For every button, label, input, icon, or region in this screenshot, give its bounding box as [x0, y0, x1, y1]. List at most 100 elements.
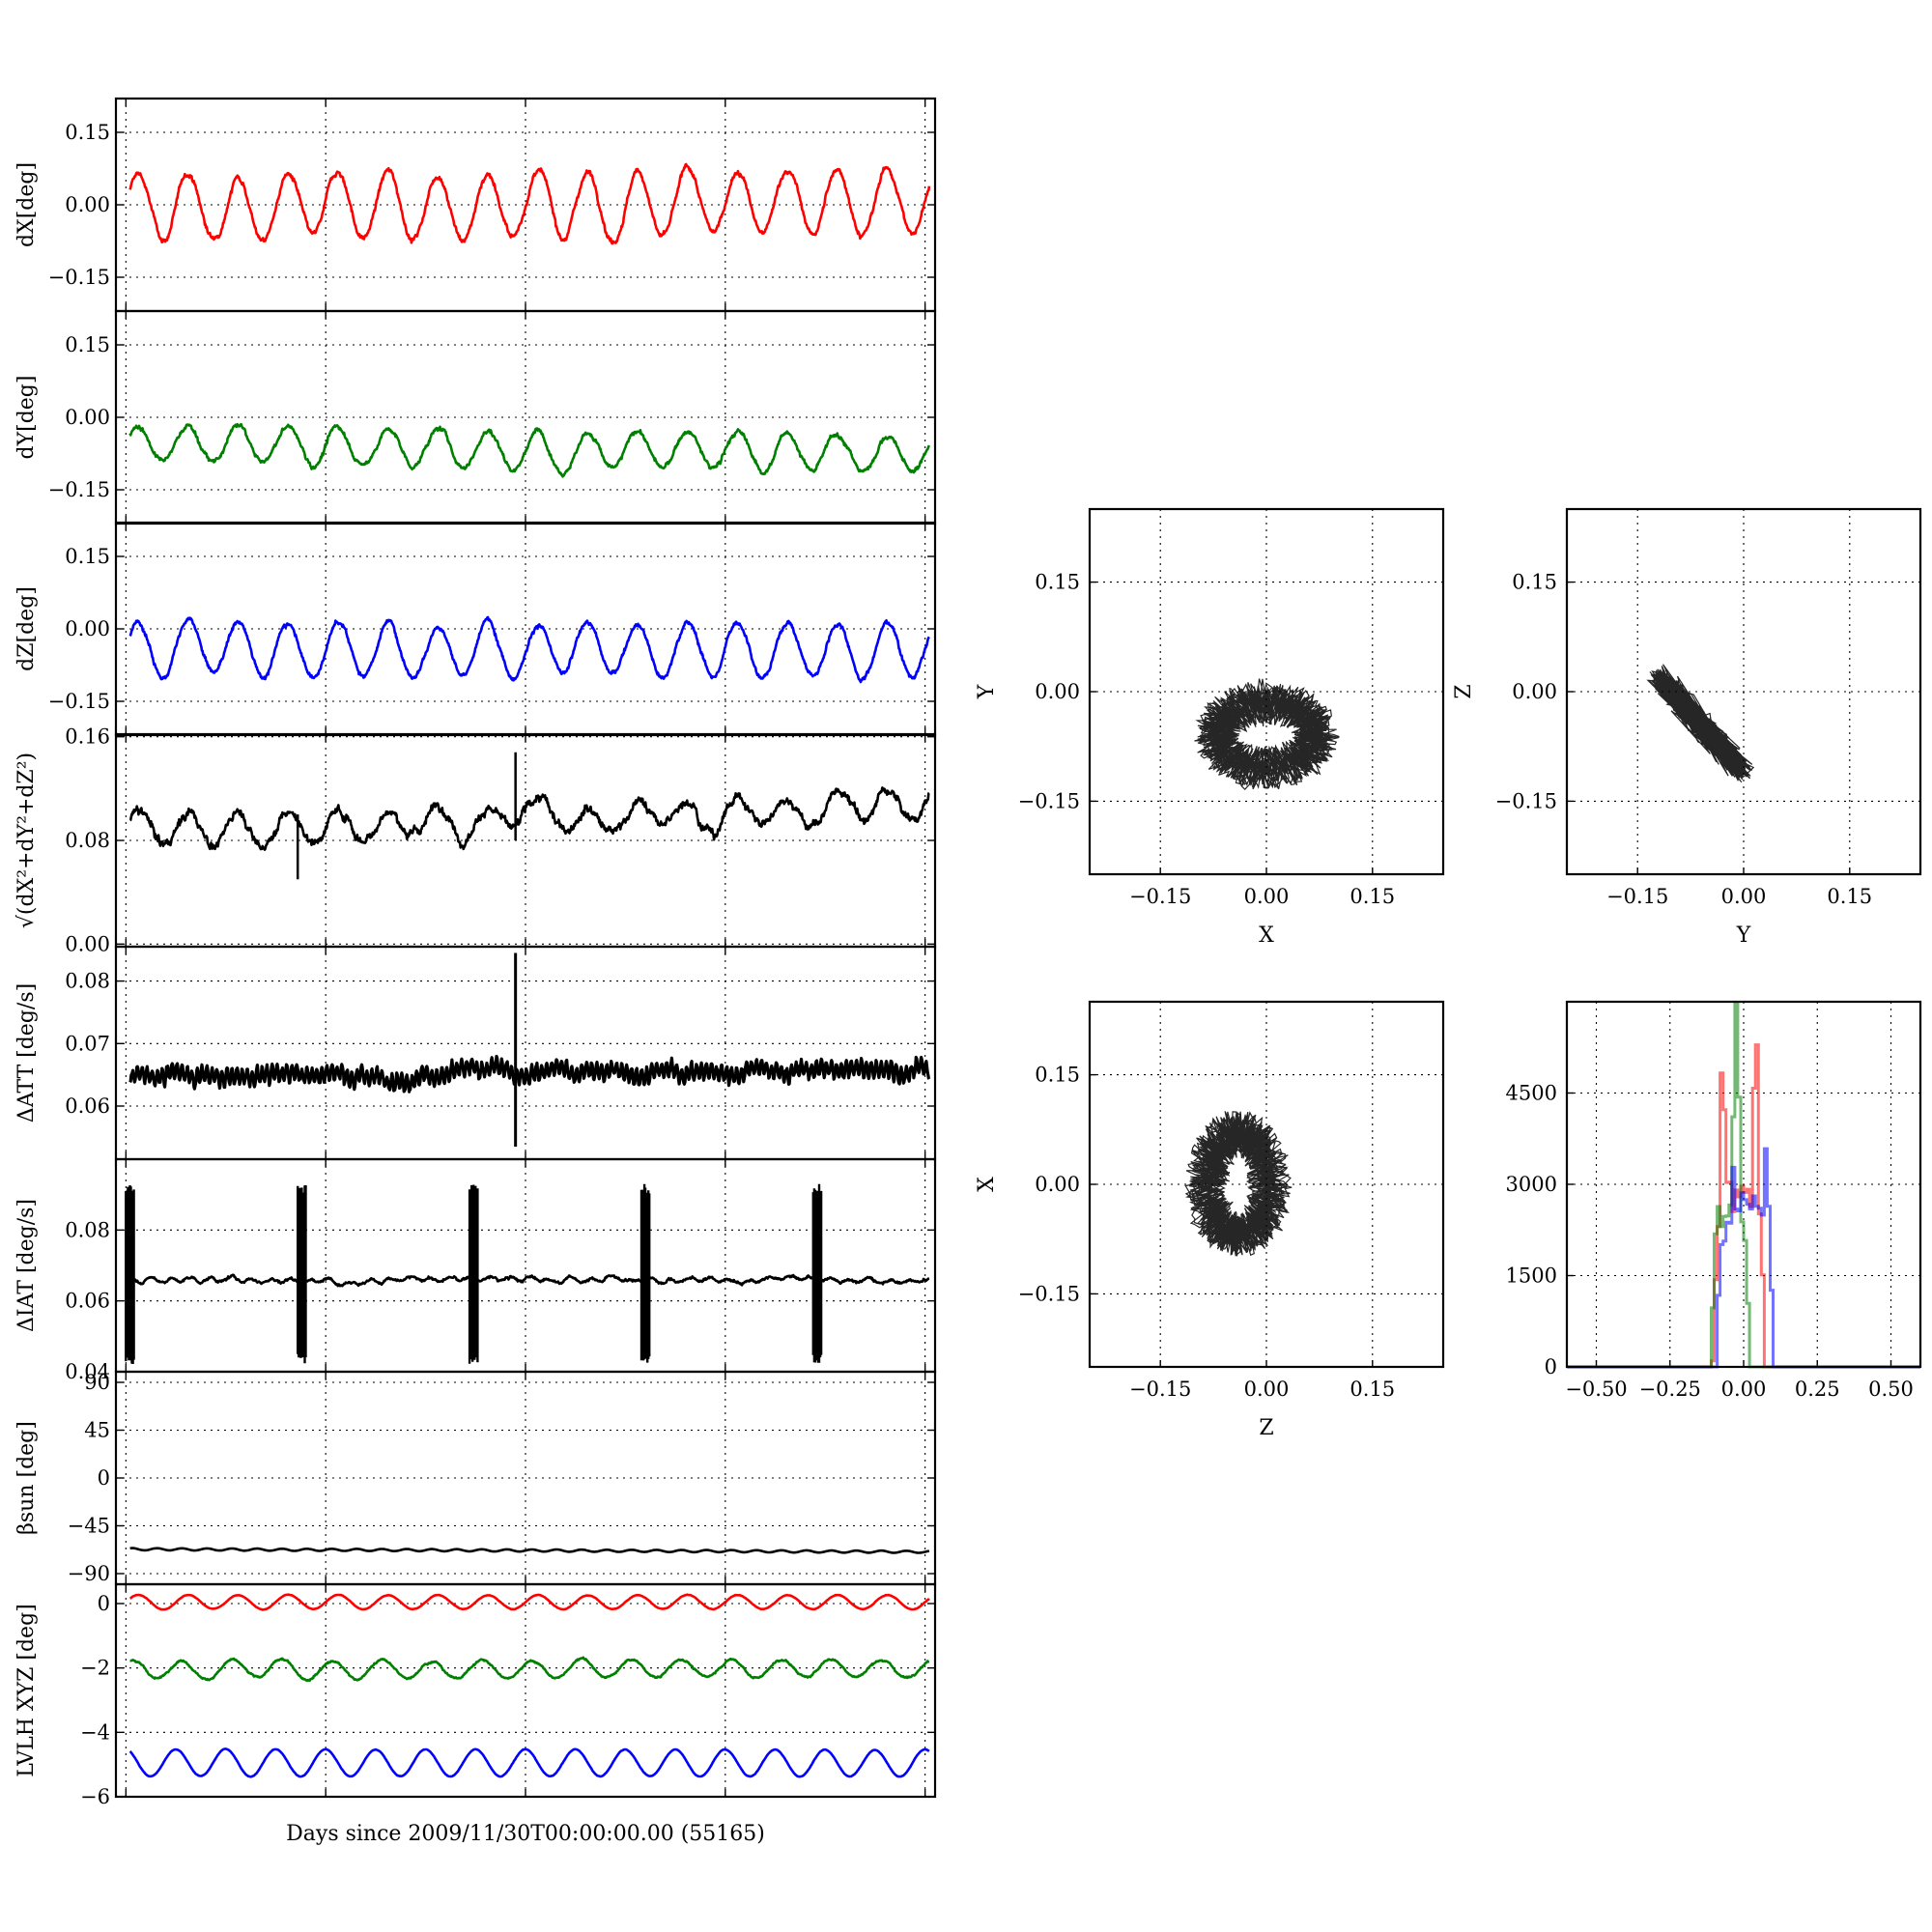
panel-dR: 0.16 0.08 0.00 √(dX²+dY²+dZ²) [14, 725, 937, 955]
panel-dATT: 0.08 0.07 0.06 ΔATT [deg/s] [14, 945, 937, 1161]
ytick-label: −45 [68, 1515, 110, 1538]
xtick-label: 0.15 [1350, 885, 1395, 908]
series-line-0 [128, 1547, 930, 1554]
series-line-0 [128, 615, 930, 684]
xtick-label: 0.00 [1244, 885, 1290, 908]
xtick-label: −0.15 [1129, 885, 1191, 908]
xtick-label: 0.00 [1244, 1378, 1290, 1401]
y-axis-label: dY[deg] [14, 376, 39, 460]
panel-dX: 0.15 0.00 −0.15 dX[deg] [14, 97, 937, 313]
y-axis-label: LVLH XYZ [deg] [14, 1604, 39, 1777]
y-axis-label: βsun [deg] [14, 1421, 39, 1535]
axes-frame [114, 945, 937, 1161]
ytick-label: −6 [80, 1785, 110, 1808]
x-axis-label: Days since 2009/11/30T00:00:00.00 (55165… [286, 1822, 765, 1846]
ytick-label: −0.15 [1018, 1282, 1080, 1305]
scatter-trace [1184, 1111, 1293, 1257]
ytick-label: −0.15 [48, 266, 110, 289]
series-line-0 [128, 1273, 930, 1288]
axes-frame [1565, 507, 1922, 876]
ytick-label: 0.08 [65, 829, 110, 852]
ytick-label: 3000 [1506, 1173, 1557, 1196]
spike-0 [125, 1185, 135, 1364]
x-axis-label: X [1259, 923, 1274, 948]
y-axis-label: dX[deg] [14, 162, 39, 247]
scatter-trace [1646, 664, 1755, 783]
spike-3 [639, 1183, 651, 1363]
ytick-label: 0.15 [65, 545, 110, 568]
axes-frame [1088, 1000, 1445, 1369]
series-line-0 [128, 162, 931, 245]
panel-hist: −0.50 −0.25 0.00 0.25 0.50 0 1500 3000 4500 [1506, 1000, 1922, 1401]
axes-frame [1088, 507, 1445, 876]
spike-2 [468, 1184, 479, 1364]
y-axis-label: Z [1452, 684, 1476, 698]
ytick-label: 0.16 [65, 725, 110, 749]
panel-beta: 90 45 0 −45 −90 βsun [deg] [14, 1370, 937, 1586]
ytick-label: −0.15 [1495, 789, 1557, 812]
ytick-label: 0.00 [65, 617, 110, 640]
panel-lvlh: 0 −2 −4 −6 LVLH XYZ [deg] Days since 2009/11/… [14, 1582, 937, 1846]
ytick-label: 0 [1545, 1355, 1557, 1378]
series-line-2 [128, 1747, 930, 1778]
panel-ZX: −0.15 −0.15 0.00 0.00 0.15 0.15 Z X [975, 1000, 1445, 1440]
plots-layer: 0.15 0.00 −0.15 dX[deg] 0.15 0.00 −0.15 dY[deg]… [14, 97, 1922, 1846]
ytick-label: 0.00 [65, 932, 110, 955]
series-line-0 [128, 786, 930, 851]
xtick-label: 0.15 [1350, 1378, 1395, 1401]
ytick-label: 0.15 [1035, 1064, 1080, 1087]
xtick-label: 0.15 [1827, 885, 1872, 908]
ytick-label: 0.00 [1035, 1173, 1080, 1196]
axes-frame [1565, 1000, 1922, 1369]
ytick-label: 0.00 [65, 193, 110, 216]
ytick-label: 0.00 [65, 406, 110, 429]
panel-dIAT: 0.08 0.06 0.04 ΔIAT [deg/s] [14, 1157, 937, 1383]
ytick-label: 0.08 [65, 970, 110, 993]
series-line-0 [128, 422, 931, 478]
scatter-trace [1194, 678, 1340, 790]
ytick-label: 1500 [1506, 1264, 1557, 1288]
spike-4 [811, 1183, 823, 1363]
xtick-label: 0.50 [1868, 1378, 1914, 1401]
axes-frame [114, 1582, 937, 1799]
ytick-label: −0.15 [48, 478, 110, 501]
ytick-label: 0.15 [65, 333, 110, 356]
y-axis-label: ΔIAT [deg/s] [14, 1199, 39, 1332]
xtick-label: −0.25 [1639, 1378, 1701, 1401]
ytick-label: 45 [84, 1419, 110, 1442]
ytick-label: 0.04 [65, 1360, 110, 1383]
ytick-label: −90 [68, 1562, 110, 1585]
xtick-label: 0.00 [1721, 1378, 1767, 1401]
panel-dY: 0.15 0.00 −0.15 dY[deg] [14, 309, 937, 526]
ytick-label: 0.07 [65, 1032, 110, 1055]
ytick-label: 0.00 [1035, 680, 1080, 703]
panel-dZ: 0.15 0.00 −0.15 dZ[deg] [14, 521, 937, 737]
series-line-1 [128, 1656, 930, 1683]
x-axis-label: Z [1259, 1416, 1273, 1440]
ytick-label: −2 [80, 1657, 110, 1680]
ytick-label: −0.15 [1018, 789, 1080, 812]
y-axis-label: √(dX²+dY²+dZ²) [14, 753, 39, 928]
series-line-0 [128, 1593, 930, 1611]
xtick-label: −0.15 [1129, 1378, 1191, 1401]
y-axis-label: X [975, 1177, 999, 1192]
ytick-label: 0 [98, 1592, 110, 1615]
y-axis-label: Y [975, 684, 999, 699]
ytick-label: 0.06 [65, 1290, 110, 1313]
xtick-label: 0.00 [1721, 885, 1767, 908]
ytick-label: 0.08 [65, 1218, 110, 1241]
ytick-label: 0 [98, 1466, 110, 1490]
xtick-label: −0.15 [1606, 885, 1668, 908]
series-line-0 [128, 1054, 931, 1094]
ytick-label: −4 [80, 1720, 110, 1744]
ytick-label: 0.00 [1512, 680, 1557, 703]
ytick-label: 0.06 [65, 1094, 110, 1118]
panel-YZ: −0.15 −0.15 0.00 0.00 0.15 0.15 Y Z [1452, 507, 1922, 948]
y-axis-label: ΔATT [deg/s] [14, 983, 39, 1122]
xtick-label: 0.25 [1795, 1378, 1840, 1401]
panel-XY: −0.15 −0.15 0.00 0.00 0.15 0.15 X Y [975, 507, 1445, 948]
spike-1 [297, 1185, 307, 1364]
xtick-label: −0.50 [1565, 1378, 1627, 1401]
x-axis-label: Y [1736, 923, 1751, 948]
